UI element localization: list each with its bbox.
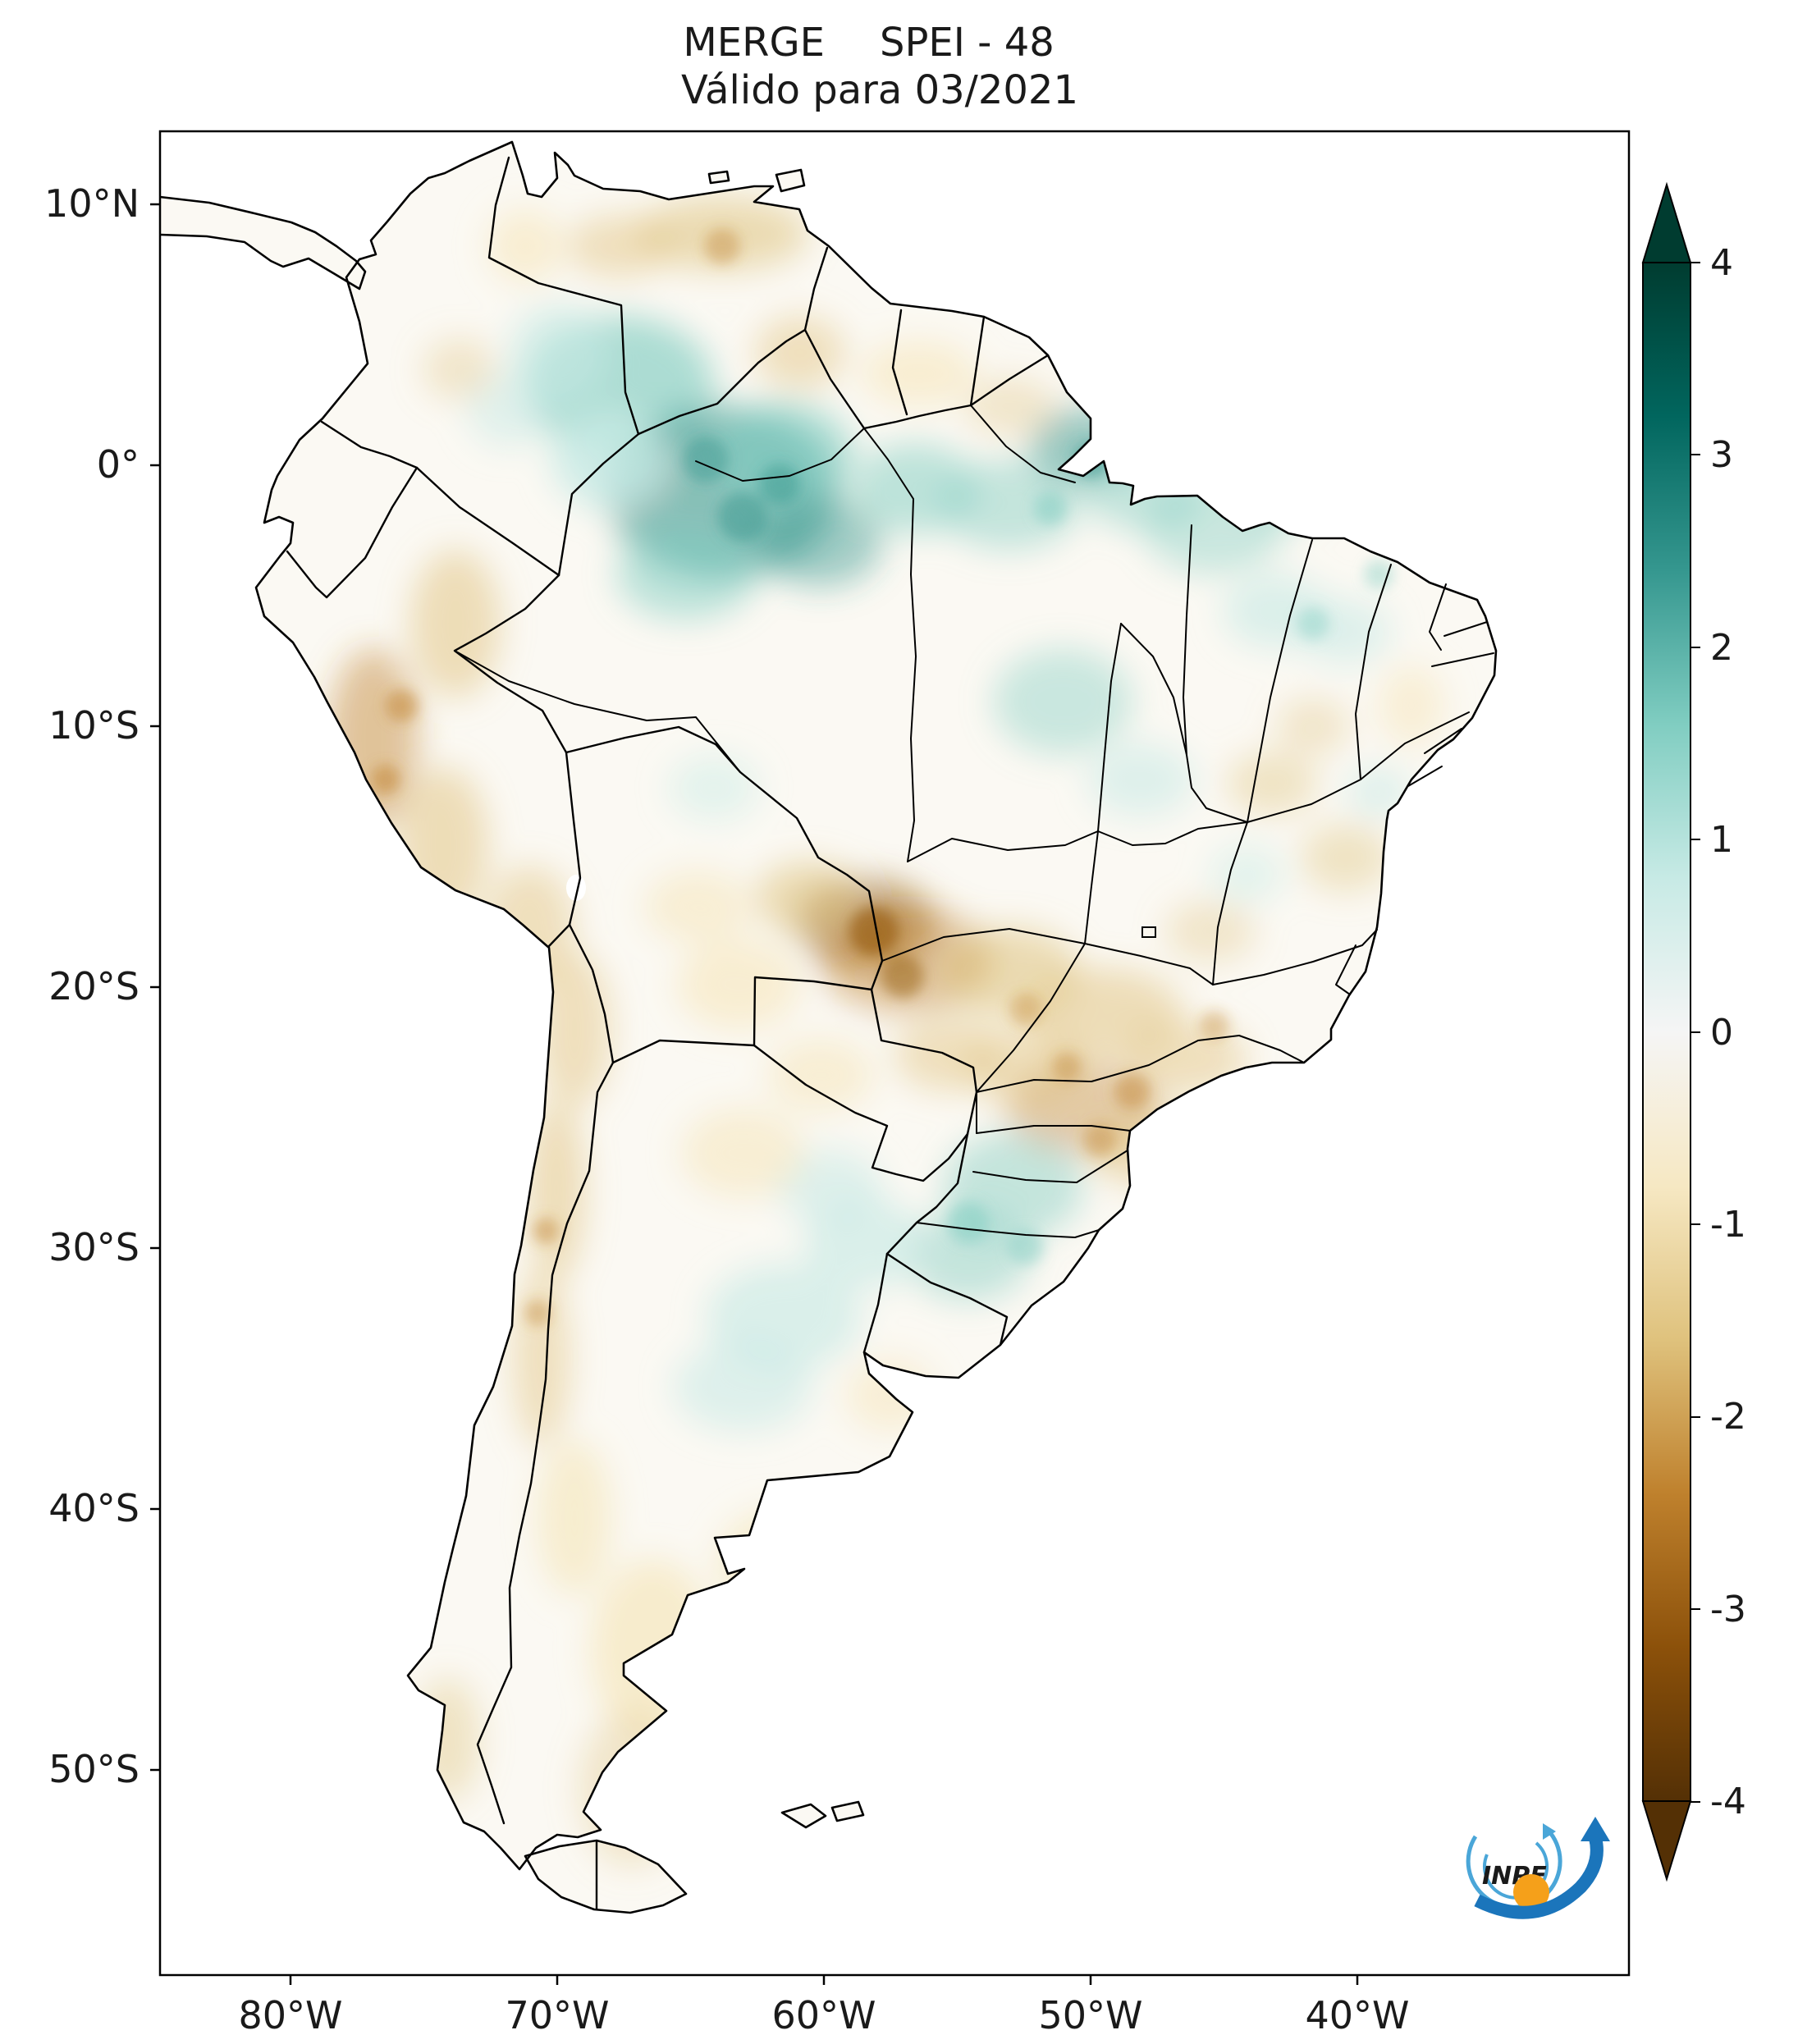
logo-swoosh-arrowhead — [1581, 1817, 1610, 1841]
south-america-landmass — [160, 142, 1496, 1913]
cbar-tick-label: 0 — [1710, 1012, 1733, 1054]
cbar-tick-label: -2 — [1710, 1396, 1746, 1438]
x-tick-label: 80°W — [238, 1993, 342, 2037]
lake-titicaca — [566, 875, 586, 901]
cbar-tick-label: -3 — [1710, 1589, 1746, 1630]
cbar-tick-label: -4 — [1710, 1781, 1746, 1822]
map-plot: 10°N 0° 10°S 20°S 30°S 40°S 50°S 80°W 70… — [44, 130, 1631, 2037]
cbar-tick-label: 3 — [1710, 434, 1733, 476]
spei-color-field — [328, 197, 1444, 1867]
colorbar-extend-min — [1641, 1800, 1692, 1882]
state-borders — [454, 405, 1494, 1238]
logo-orange-globe — [1513, 1874, 1549, 1910]
figure-title-index: SPEI - 48 — [880, 20, 1055, 66]
figure-title-merge: MERGE — [683, 20, 825, 66]
colorbar: 4 3 2 1 0 -1 -2 -3 -4 — [1641, 181, 1746, 1882]
y-tick-label: 20°S — [48, 964, 140, 1008]
x-tick-label: 70°W — [505, 1993, 609, 2037]
x-tick-label: 60°W — [771, 1993, 876, 2037]
figure-header: MERGE SPEI - 48 Válido para 03/2021 — [681, 20, 1078, 113]
colorbar-tick-marks — [1690, 262, 1700, 1803]
map-frame — [158, 130, 1631, 1977]
logo-swoosh-arrow — [1474, 1836, 1604, 1919]
inpe-logo: INPE — [1466, 1817, 1610, 1919]
colorbar-extend-max — [1641, 181, 1692, 263]
cbar-tick-label: 2 — [1710, 627, 1733, 669]
cbar-tick-label: 1 — [1710, 819, 1733, 861]
y-axis-labels: 10°N 0° 10°S 20°S 30°S 40°S 50°S — [44, 181, 140, 1791]
x-axis-labels: 80°W 70°W 60°W 50°W 40°W — [238, 1993, 1409, 2037]
axis-tick-marks — [150, 203, 1359, 1985]
x-tick-label: 50°W — [1038, 1993, 1142, 2037]
cbar-tick-label: 4 — [1710, 242, 1733, 284]
y-tick-label: 30°S — [48, 1225, 140, 1269]
coastline-layer — [159, 140, 1498, 1914]
y-tick-label: 40°S — [48, 1486, 140, 1530]
y-tick-label: 10°S — [48, 703, 140, 748]
logo-arc-arrowhead — [1543, 1823, 1556, 1840]
colorbar-labels: 4 3 2 1 0 -1 -2 -3 -4 — [1710, 242, 1746, 1822]
colorbar-gradient — [1642, 262, 1691, 1802]
y-tick-label: 0° — [97, 442, 140, 487]
cbar-tick-label: -1 — [1710, 1204, 1746, 1246]
y-tick-label: 10°N — [44, 181, 140, 226]
x-tick-label: 40°W — [1305, 1993, 1409, 2037]
country-borders — [286, 156, 1050, 1910]
y-tick-label: 50°S — [48, 1747, 140, 1791]
figure-subtitle: Válido para 03/2021 — [681, 67, 1078, 113]
